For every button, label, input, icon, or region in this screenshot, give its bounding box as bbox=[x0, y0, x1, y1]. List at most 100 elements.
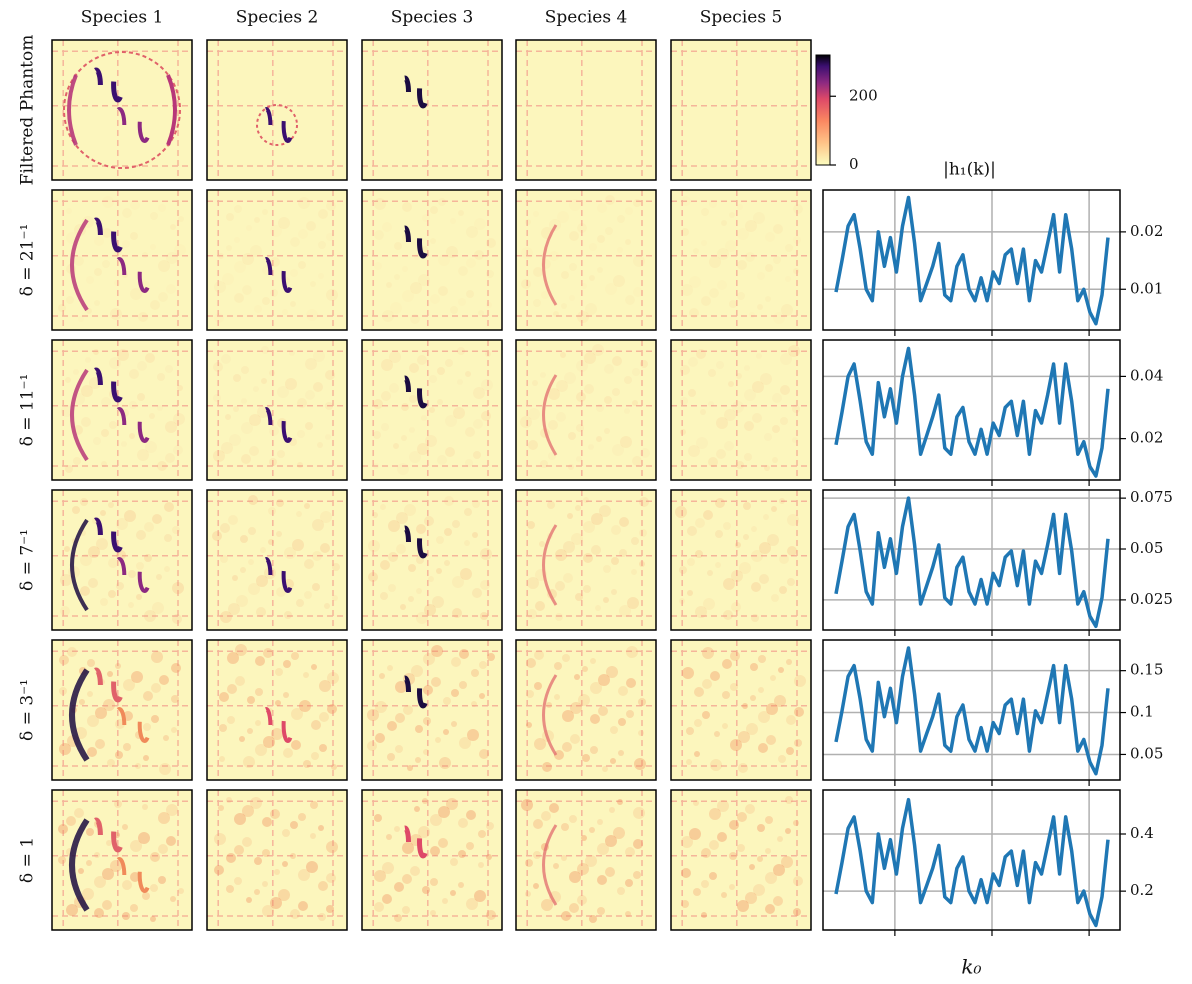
image-noise bbox=[787, 546, 797, 556]
image-noise bbox=[228, 603, 240, 615]
image-noise bbox=[275, 700, 281, 706]
image-noise bbox=[620, 436, 632, 448]
image-noise bbox=[304, 591, 312, 599]
image-noise bbox=[221, 354, 231, 364]
image-noise bbox=[291, 740, 301, 750]
image-noise bbox=[618, 750, 624, 756]
image-noise bbox=[575, 593, 583, 601]
image-noise bbox=[110, 860, 122, 872]
image-noise bbox=[269, 458, 277, 466]
image-noise bbox=[549, 803, 559, 813]
plot-frame bbox=[822, 639, 1121, 781]
image-noise bbox=[410, 282, 422, 294]
image-noise bbox=[722, 723, 728, 729]
image-noise bbox=[729, 820, 739, 830]
image-noise bbox=[278, 217, 290, 229]
image-noise bbox=[466, 290, 474, 298]
image-noise bbox=[602, 766, 608, 772]
image-noise bbox=[262, 817, 272, 827]
image-panel bbox=[670, 789, 812, 931]
image-feature bbox=[417, 675, 429, 709]
image-noise bbox=[382, 310, 394, 322]
image-noise bbox=[701, 912, 707, 918]
image-noise bbox=[94, 908, 104, 918]
image-panel bbox=[51, 39, 193, 181]
image-noise bbox=[136, 530, 146, 540]
image-noise bbox=[758, 711, 770, 723]
image-noise bbox=[130, 200, 140, 210]
image-noise bbox=[561, 823, 569, 831]
image-noise bbox=[744, 365, 750, 371]
image-panel bbox=[51, 189, 193, 331]
image-noise bbox=[721, 220, 727, 226]
image-noise bbox=[306, 221, 316, 231]
image-feature bbox=[256, 104, 298, 146]
image-noise bbox=[479, 661, 487, 669]
image-noise bbox=[320, 543, 330, 553]
image-noise bbox=[731, 602, 741, 612]
image-noise bbox=[374, 814, 382, 822]
image-noise bbox=[212, 531, 222, 541]
image-noise bbox=[479, 749, 489, 759]
image-noise bbox=[60, 606, 70, 616]
image-panel bbox=[361, 489, 503, 631]
image-noise bbox=[367, 741, 377, 751]
image-noise bbox=[260, 547, 266, 553]
image-noise bbox=[771, 594, 779, 602]
image-noise bbox=[374, 262, 382, 270]
image-noise bbox=[452, 520, 460, 528]
image-noise bbox=[764, 433, 772, 441]
image-noise bbox=[234, 845, 244, 855]
image-noise bbox=[246, 897, 252, 903]
image-noise bbox=[533, 819, 543, 829]
image-noise bbox=[374, 902, 384, 912]
image-noise bbox=[471, 669, 479, 677]
image-noise bbox=[554, 694, 560, 700]
image-noise bbox=[578, 694, 590, 706]
image-noise bbox=[745, 220, 757, 232]
image-noise bbox=[283, 660, 291, 668]
image-noise bbox=[564, 372, 576, 384]
image-noise bbox=[411, 665, 423, 677]
plot-frame bbox=[822, 789, 1121, 931]
image-noise bbox=[373, 399, 383, 409]
line-series bbox=[834, 646, 1110, 776]
image-noise bbox=[450, 858, 458, 866]
image-background bbox=[207, 790, 347, 930]
image-noise bbox=[116, 518, 128, 530]
image-noise bbox=[256, 607, 266, 617]
image-noise bbox=[394, 882, 404, 892]
image-feature bbox=[89, 217, 103, 253]
image-noise bbox=[152, 602, 164, 614]
image-noise bbox=[639, 529, 647, 537]
image-noise bbox=[298, 197, 310, 209]
image-noise bbox=[156, 574, 162, 580]
image-noise bbox=[591, 513, 603, 525]
image-noise bbox=[269, 370, 275, 376]
image-noise bbox=[282, 861, 288, 867]
image-noise bbox=[86, 860, 92, 866]
image-feature bbox=[137, 107, 152, 143]
image-panel bbox=[515, 39, 657, 181]
image-noise bbox=[305, 358, 317, 370]
image-noise bbox=[793, 820, 799, 826]
image-noise bbox=[451, 689, 459, 697]
image-noise bbox=[81, 385, 93, 397]
plot-frame bbox=[822, 339, 1121, 481]
image-feature bbox=[281, 707, 295, 743]
image-noise bbox=[633, 199, 641, 207]
image-noise bbox=[121, 441, 127, 447]
image-noise bbox=[172, 614, 182, 624]
image-noise bbox=[247, 696, 255, 704]
image-feature bbox=[89, 667, 103, 703]
image-noise bbox=[743, 502, 751, 510]
image-noise bbox=[65, 465, 73, 473]
image-noise bbox=[465, 427, 475, 437]
image-noise bbox=[326, 289, 338, 301]
image-noise bbox=[540, 460, 548, 468]
image-noise bbox=[88, 578, 98, 588]
image-noise bbox=[402, 290, 414, 302]
image-noise bbox=[521, 279, 531, 289]
image-noise bbox=[414, 806, 420, 812]
image-noise bbox=[438, 838, 448, 848]
